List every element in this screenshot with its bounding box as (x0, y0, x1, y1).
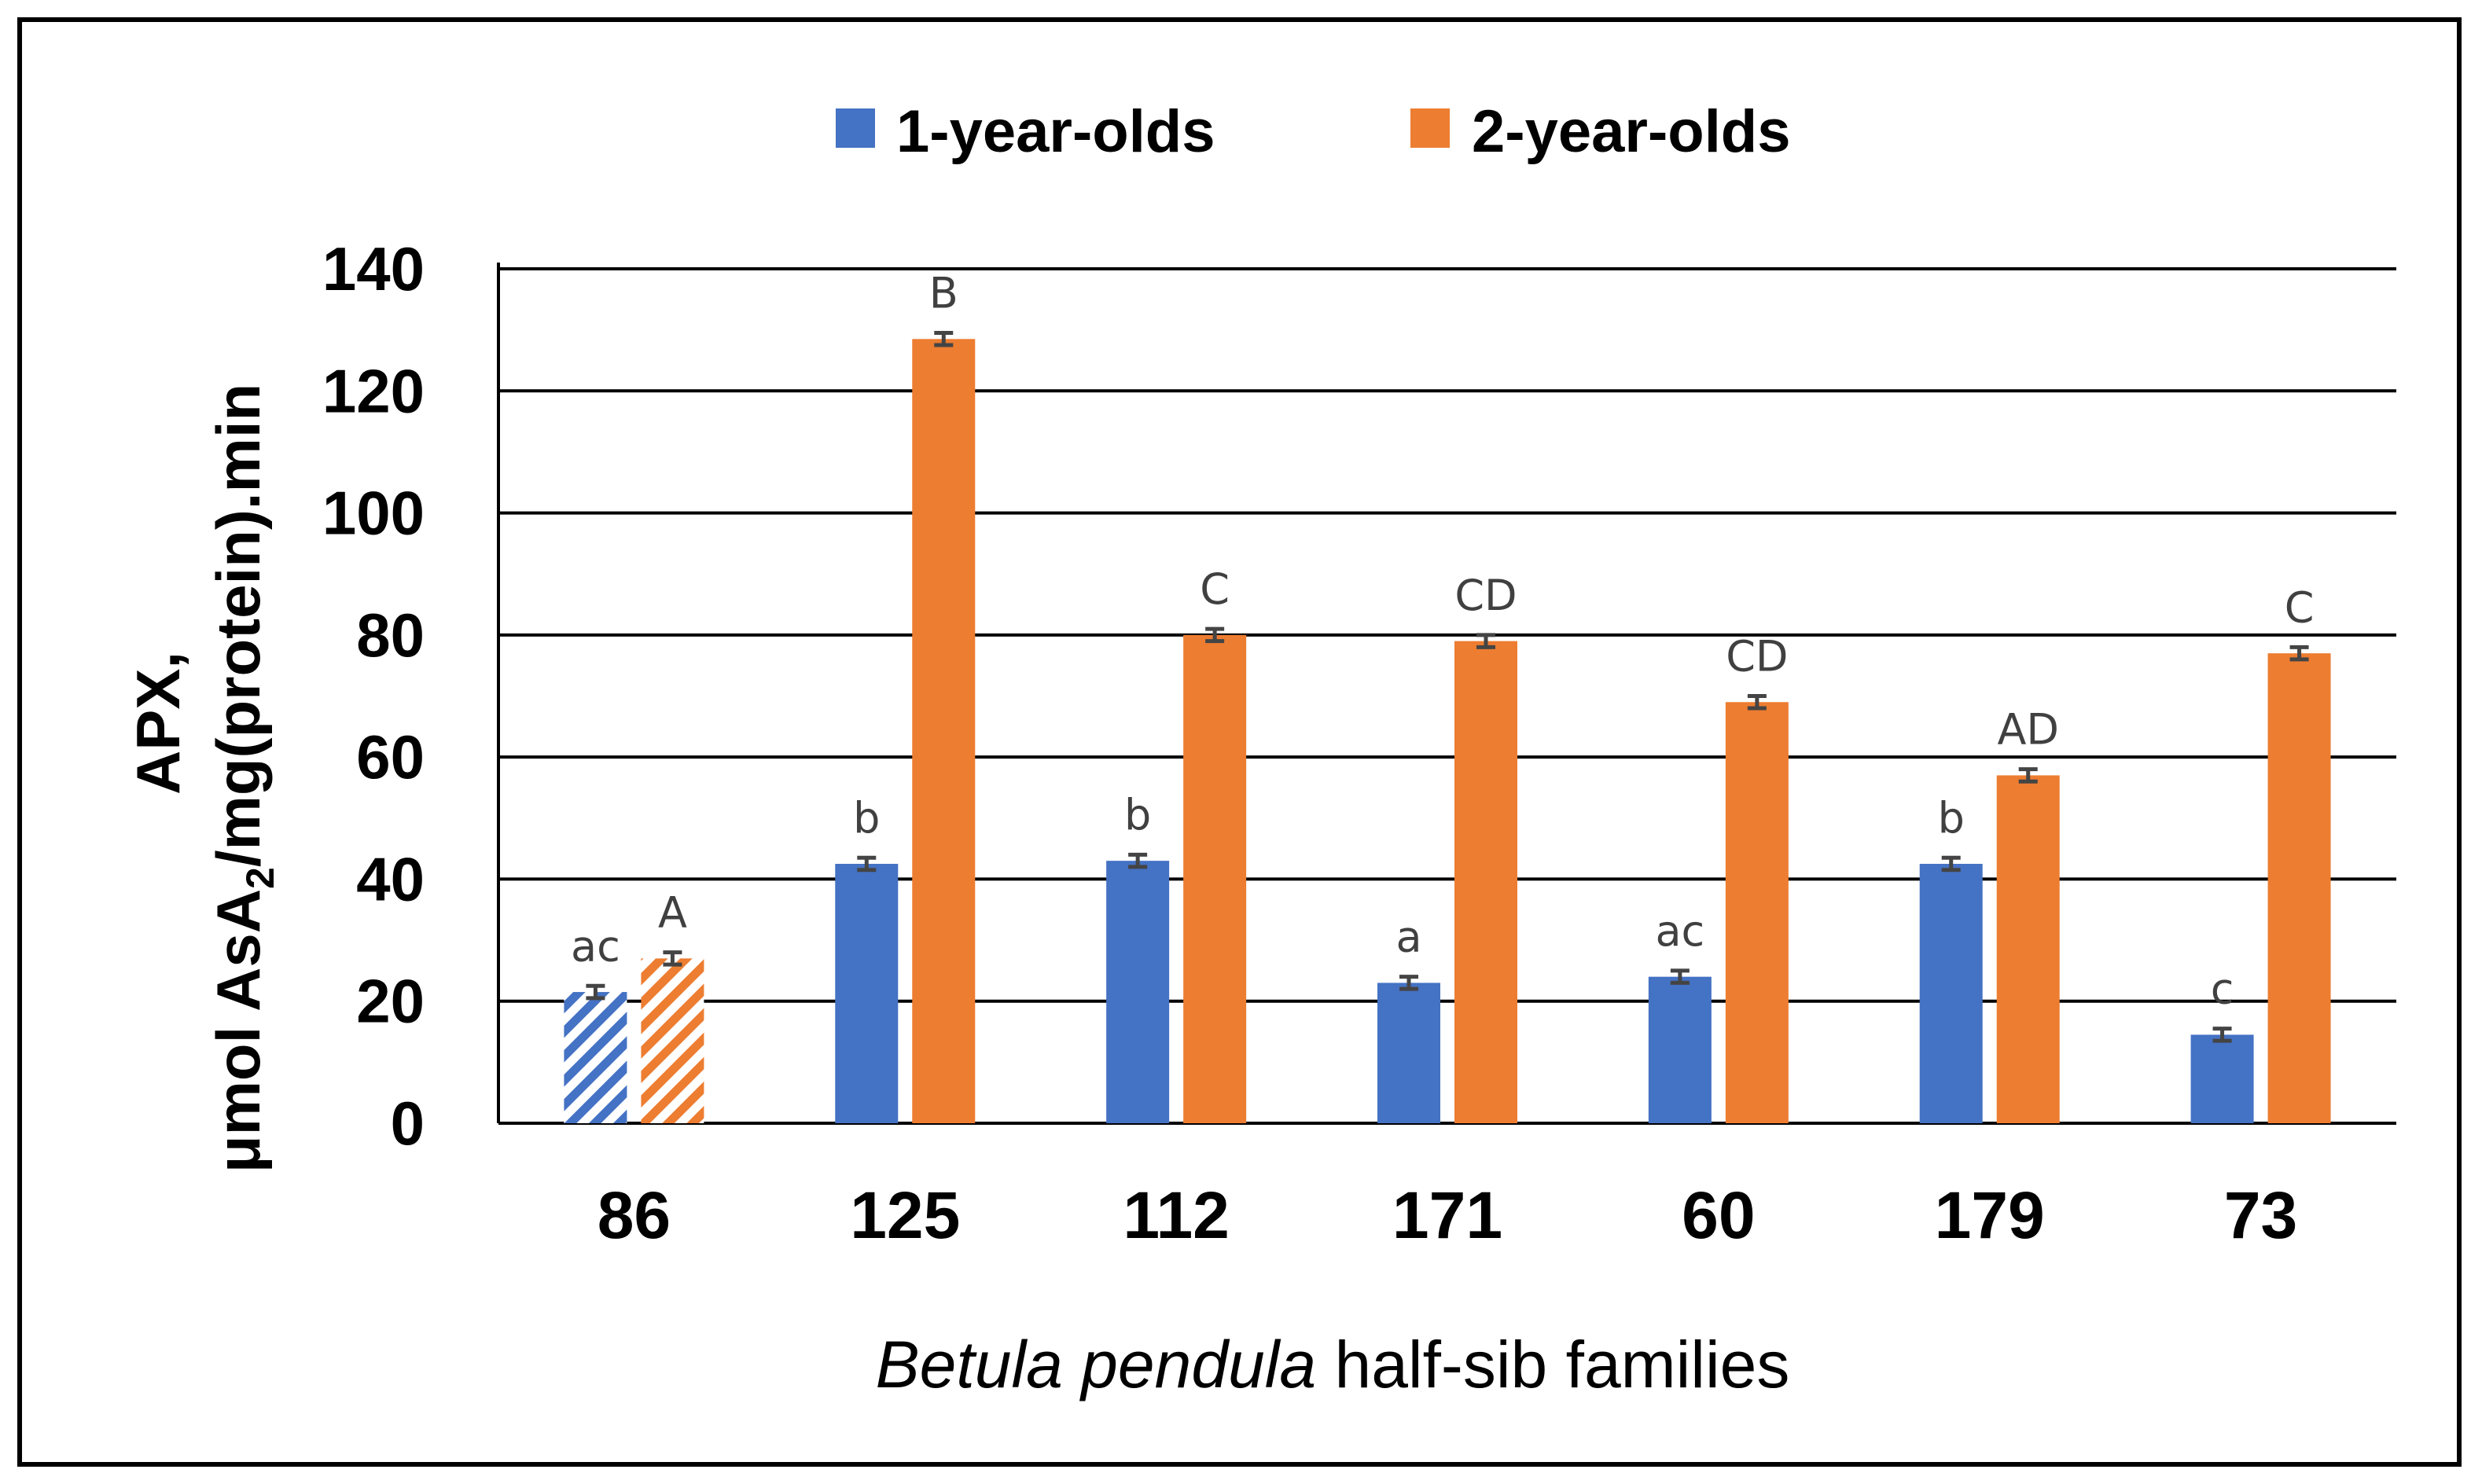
error-bar (2018, 767, 2038, 784)
error-bar (1476, 633, 1495, 649)
significance-letter: AD (1997, 705, 2059, 755)
significance-letter: C (1200, 564, 1230, 614)
significance-letter: b (1124, 790, 1151, 839)
error-bar (586, 983, 605, 1001)
legend-label-2-year-olds: 2-year-olds (1472, 98, 1791, 165)
significance-letter: c (2211, 964, 2234, 1014)
x-category-label: 125 (850, 1178, 960, 1252)
bar-2yr-125 (912, 339, 976, 1123)
bar-1yr-60 (1648, 976, 1712, 1123)
x-category-label: 60 (1682, 1178, 1755, 1252)
significance-letter: b (853, 793, 880, 843)
significance-letter: b (1938, 793, 1965, 843)
y-tick-label: 60 (356, 722, 425, 792)
y-axis-label-line2: μmol AsA2/mg(protein).min (204, 384, 282, 1173)
x-category-label: 171 (1392, 1178, 1502, 1252)
error-bar (1670, 968, 1690, 985)
bar-2yr-171 (1454, 641, 1517, 1123)
bar-1yr-179 (1919, 864, 1983, 1123)
x-category-label: 86 (598, 1178, 671, 1252)
significance-letter: CD (1726, 632, 1788, 681)
significance-letter: a (1395, 913, 1421, 962)
significance-letter: ac (1655, 906, 1704, 956)
bar-1yr-73 (2190, 1034, 2254, 1123)
y-tick-label: 80 (356, 601, 425, 670)
bar-1yr-86 (564, 992, 627, 1123)
error-bar (1205, 626, 1225, 644)
y-axis-label-line1: APX, (123, 652, 193, 795)
bar-2yr-73 (2267, 653, 2331, 1123)
y-tick-label: 20 (356, 967, 425, 1036)
bar-1yr-125 (835, 864, 899, 1123)
error-bar (1941, 855, 1961, 872)
significance-letters: ac Ab Bb Ca CD ac CD b AD c C (571, 269, 2314, 1014)
bar-1yr-112 (1106, 861, 1170, 1123)
y-tick-label: 140 (322, 234, 425, 303)
error-bars (586, 331, 2309, 1043)
error-bar (857, 855, 877, 872)
y-axis-label: APX, μmol AsA2/mg(protein).min (123, 384, 282, 1173)
significance-letter: A (658, 888, 687, 938)
gridlines (498, 267, 2396, 1125)
error-bar (934, 331, 954, 347)
x-category-label: 112 (1123, 1178, 1230, 1252)
x-axis-label: Betula pendula half-sib families (876, 1328, 1790, 1401)
bars (564, 339, 2331, 1123)
error-bar (1399, 975, 1418, 991)
bar-2yr-112 (1183, 634, 1247, 1123)
x-category-label: 73 (2224, 1178, 2297, 1252)
significance-letter: C (2285, 582, 2315, 632)
legend-swatch-2-year-olds (1410, 108, 1450, 148)
bar-2yr-179 (1996, 775, 2060, 1123)
error-bar (663, 950, 682, 967)
bar-2yr-86 (641, 958, 704, 1123)
y-tick-label: 100 (322, 479, 425, 548)
x-axis-categories: 86 125 112 171 60 179 73 (598, 1178, 2298, 1252)
significance-letter: CD (1454, 571, 1517, 620)
error-bar (1747, 694, 1767, 711)
legend-swatch-1-year-olds (836, 108, 875, 148)
x-category-label: 179 (1935, 1178, 2045, 1252)
y-tick-label: 40 (356, 844, 425, 913)
significance-letter: B (929, 269, 958, 318)
legend-label-1-year-olds: 1-year-olds (896, 98, 1215, 165)
y-tick-label: 0 (391, 1089, 425, 1158)
legend: 1-year-olds 2-year-olds (836, 98, 1791, 165)
error-bar (1128, 852, 1148, 869)
bar-2yr-60 (1725, 702, 1789, 1123)
y-tick-label: 120 (322, 356, 425, 425)
y-axis-ticks: 0 20 40 60 80 100 120 140 (322, 234, 425, 1158)
error-bar (2289, 645, 2309, 662)
significance-letter: ac (571, 921, 620, 971)
bar-1yr-171 (1377, 983, 1440, 1123)
error-bar (2212, 1027, 2232, 1043)
